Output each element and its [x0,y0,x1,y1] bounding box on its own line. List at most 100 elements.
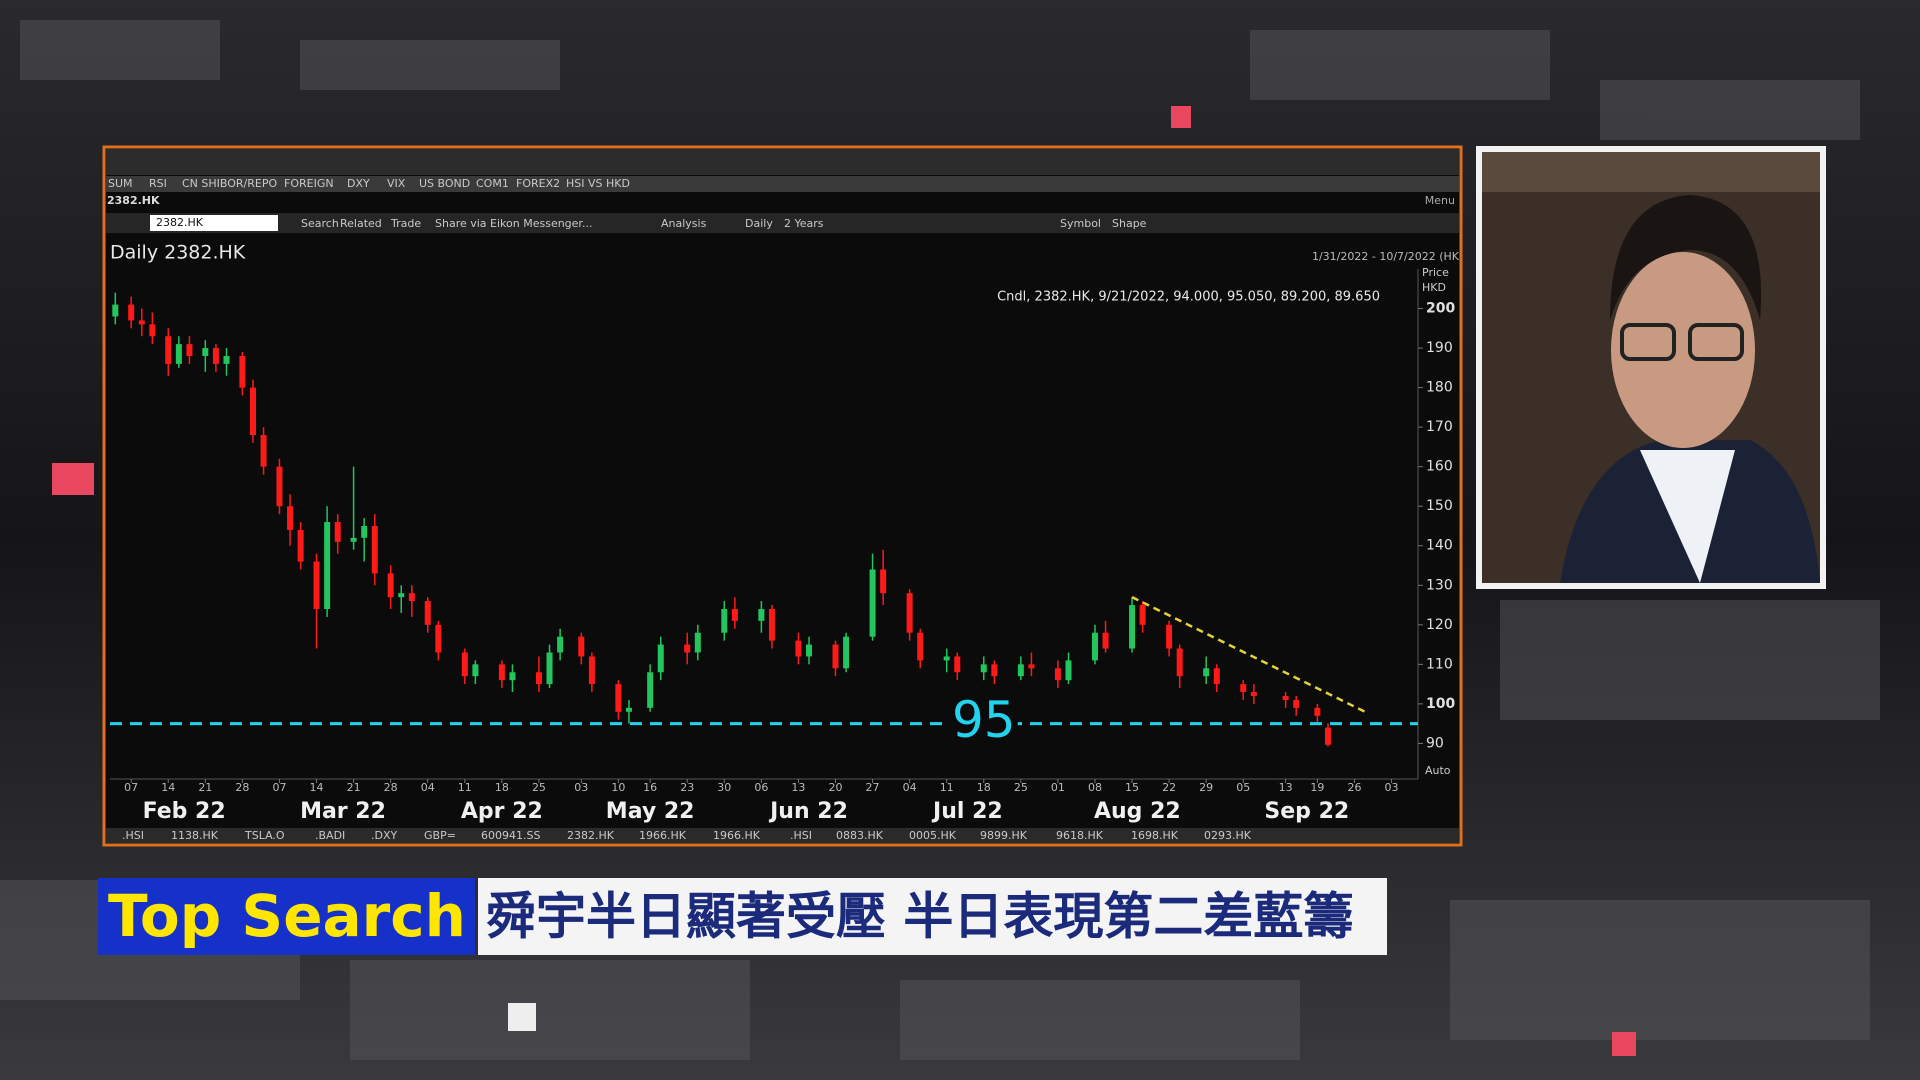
candle-body [578,636,585,657]
search-text[interactable]: 2382.HK [156,216,204,229]
tab[interactable]: COM1 [476,177,509,190]
candle-body [954,656,961,673]
x-tick-label: 22 [1162,781,1176,794]
x-tick-label: 06 [754,781,768,794]
candle-body [387,573,394,598]
candle-body [313,561,320,609]
candle-body [869,569,876,637]
candle-body [472,664,479,677]
x-tick-label: 21 [198,781,212,794]
x-tick-label: 11 [940,781,954,794]
month-label: May 22 [606,799,695,824]
bottom-tab[interactable]: 2382.HK [567,829,615,842]
candle-body [249,387,256,436]
bottom-tab[interactable]: GBP= [424,829,456,842]
tab[interactable]: CN SHIBOR/REPO [182,177,277,190]
candle-body [917,632,924,661]
chart-title: Daily 2382.HK [110,242,246,264]
candle-body [795,640,802,657]
candle-body [647,672,654,708]
candle-body [1054,668,1061,681]
x-tick-label: 13 [791,781,805,794]
toolbar-item[interactable]: Analysis [661,217,707,230]
support-label-bg [949,699,1018,748]
candle-body [435,624,442,653]
x-tick-label: 16 [643,781,657,794]
toolbar-item[interactable]: Search [301,217,339,230]
tab[interactable]: US BOND [419,177,470,190]
candle-body [1213,668,1220,685]
bottom-tab[interactable]: 1138.HK [171,829,219,842]
shelf [1482,152,1820,192]
month-label: Sep 22 [1264,799,1349,824]
bottom-tab[interactable]: 0005.HK [909,829,957,842]
bottom-tab[interactable]: .HSI [122,829,144,842]
toolbar-item[interactable]: Daily [745,217,773,230]
bottom-tab[interactable]: 9899.HK [980,829,1028,842]
search-box[interactable] [150,215,278,231]
bottom-tab[interactable]: 0883.HK [836,829,884,842]
toolbar-item[interactable]: 2 Years [784,217,824,230]
x-tick-label: 08 [1088,781,1102,794]
bottom-tab[interactable]: TSLA.O [244,829,285,842]
bottom-tab[interactable]: 9618.HK [1056,829,1104,842]
x-tick-label: 03 [574,781,588,794]
menu-button[interactable]: Menu [1425,194,1455,207]
chart-window [102,145,1463,847]
tab[interactable]: HSI VS HKD [566,177,630,190]
candle-body [398,593,405,598]
candle-body [768,609,775,641]
candle-body [615,684,622,712]
bottom-tab[interactable]: .HSI [790,829,812,842]
x-tick-label: 20 [828,781,842,794]
y-tick-label: 140 [1426,538,1453,554]
tab[interactable]: RSI [149,177,167,190]
candle-body [1091,632,1098,661]
toolbar-item[interactable]: Trade [390,217,421,230]
toolbar-item[interactable]: Shape [1112,217,1147,230]
bottom-tab[interactable]: 1966.HK [713,829,761,842]
candle-body [1102,632,1109,649]
scale-mode[interactable]: Auto [1425,764,1451,777]
tab[interactable]: FOREX2 [516,177,560,190]
toolbar-item[interactable]: Symbol [1060,217,1101,230]
candle-body [1324,727,1331,745]
bottom-tab[interactable]: 1966.HK [639,829,687,842]
toolbar-item[interactable]: Share via Eikon Messenger... [435,217,592,230]
x-tick-label: 04 [421,781,435,794]
bottom-tab[interactable]: 600941.SS [481,829,540,842]
tab[interactable]: FOREIGN [284,177,334,190]
y-tick-label: 90 [1426,735,1444,751]
x-tick-label: 01 [1051,781,1065,794]
toolbar-item[interactable]: Related [340,217,382,230]
candle-body [806,644,813,657]
bottom-tab-bar [106,828,1459,843]
candle-body [843,636,850,669]
candle-body [165,336,172,364]
candle-body [324,522,331,609]
bottom-tab[interactable]: 0293.HK [1204,829,1252,842]
candle-body [880,569,887,594]
bottom-tab[interactable]: .BADI [315,829,345,842]
candle-body [138,320,145,325]
candle-body [509,672,516,681]
tab[interactable]: DXY [347,177,370,190]
x-tick-label: 25 [532,781,546,794]
toolbar [106,213,1459,233]
candle-body [1166,624,1173,649]
tab[interactable]: VIX [387,177,406,190]
x-tick-label: 25 [1014,781,1028,794]
tab[interactable]: SUM [108,177,133,190]
x-tick-label: 18 [495,781,509,794]
candle-body [112,304,119,317]
bottom-tab[interactable]: .DXY [371,829,398,842]
x-tick-label: 14 [161,781,175,794]
candle-body [361,525,368,538]
candle-body [371,525,378,574]
candle-body [287,506,294,530]
bottom-tab[interactable]: 1698.HK [1131,829,1179,842]
candle-body [276,466,283,507]
candle-body [991,664,998,677]
x-tick-label: 10 [611,781,625,794]
